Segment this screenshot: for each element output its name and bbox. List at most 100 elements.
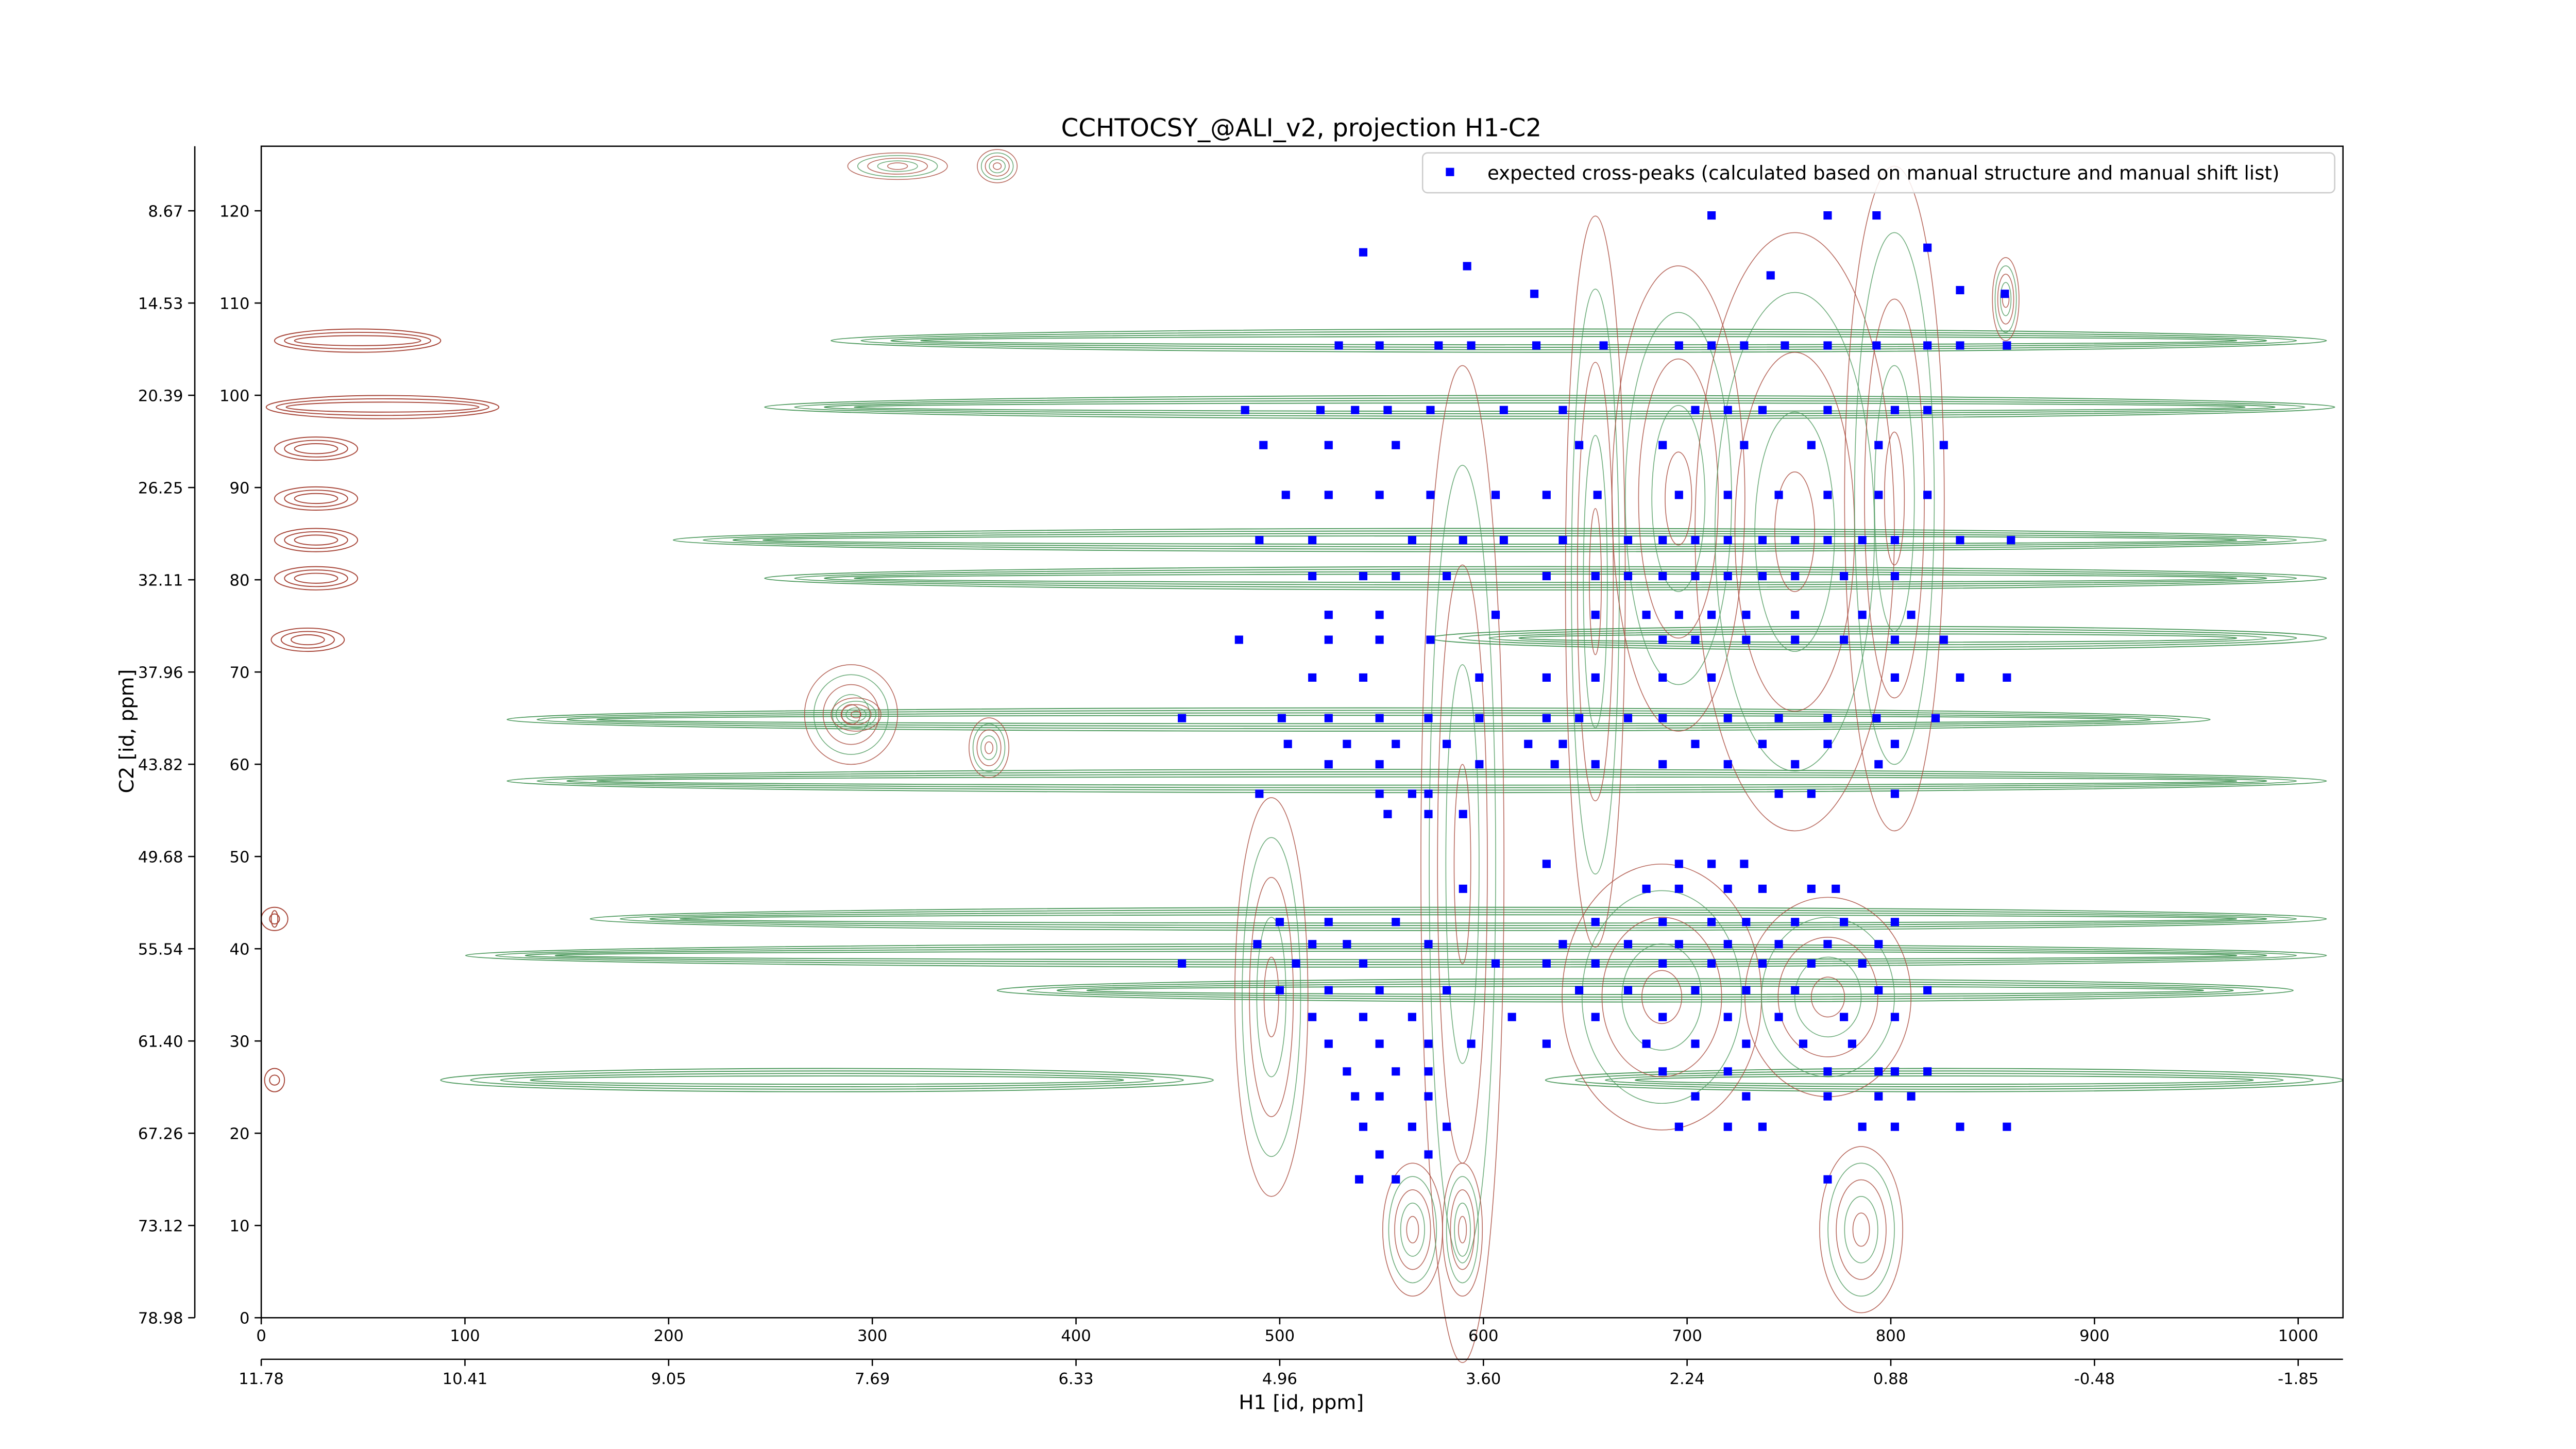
cross-peak [1658,536,1667,545]
cross-peak [1742,635,1751,644]
y2-tick-label: 55.54 [138,940,183,958]
contour [1488,631,2267,646]
x-tick-label: 400 [1061,1327,1091,1345]
contour [269,1074,280,1086]
cross-peak [1383,810,1392,818]
cross-peak [1874,760,1883,769]
contour [470,1070,1184,1090]
cross-peak [1890,635,1899,644]
cross-peak [1591,959,1600,968]
cross-peak [1791,918,1800,926]
contour [920,336,2238,346]
cross-peak [1791,611,1800,619]
plot-frame [260,145,2344,1319]
cross-peak [1275,918,1284,926]
cross-peak [1408,1013,1416,1021]
contour [993,162,1002,170]
cross-peak [1674,341,1683,350]
contour [291,634,325,646]
cross-peak [1766,271,1775,280]
cross-peak [1890,1067,1899,1076]
contour [554,951,2238,961]
cross-peak [1840,635,1849,644]
cross-peak [1426,491,1435,499]
cross-peak [1707,959,1716,968]
y2-tick-label: 32.11 [138,571,183,589]
cross-peak [1956,673,1964,682]
cross-peak [1758,959,1767,968]
cross-peak [2001,290,2009,298]
contour [1641,970,1683,1024]
cross-peak [1874,1067,1883,1076]
contour [566,773,2267,788]
cross-peak [1408,536,1416,545]
cross-peak [1375,714,1384,722]
cross-peak [1791,986,1800,995]
contour [732,533,2267,547]
contour [989,159,1006,174]
cross-peak [1658,1013,1667,1021]
cross-peak [1255,789,1264,798]
cross-peak [1426,406,1435,414]
y2-tick-label: 20.39 [138,387,183,405]
contour [851,711,862,718]
contour [831,328,2327,353]
cross-peak [1774,940,1783,949]
cross-peak [1742,918,1751,926]
cross-peak [1375,1039,1384,1048]
cross-peak [1575,714,1584,722]
cross-peak [1507,1013,1516,1021]
cross-peak [1459,536,1467,545]
cross-peak [1255,536,1264,545]
contour [284,569,348,587]
cross-peak [1343,940,1351,949]
contour [860,331,2297,350]
cross-peak [1558,940,1567,949]
cross-peak [1324,714,1333,722]
cross-peak [1623,940,1633,949]
cross-peak [1253,940,1262,949]
y2-tick-label: 78.98 [138,1310,183,1328]
contour [294,335,421,346]
cross-peak [1758,884,1767,893]
cross-peak [1443,1122,1451,1131]
cross-peak [1542,1039,1551,1048]
cross-peak [1424,789,1433,798]
cross-peak [1791,635,1800,644]
contour [867,158,928,175]
contour [465,943,2327,968]
cross-peak [1874,441,1883,449]
cross-peak [1723,536,1732,545]
cross-peak [1178,959,1187,968]
contour [1454,1202,1471,1257]
contour [1819,1146,1903,1313]
cross-peak [1723,760,1732,769]
contour [1458,1216,1467,1243]
cross-peak [1475,673,1484,682]
cross-peak [1740,341,1749,350]
contour [524,948,2267,963]
contour [1761,917,1895,1077]
cross-peak [1424,1150,1433,1159]
cross-peak [1591,673,1600,682]
cross-peak [1691,571,1700,581]
cross-peak [1890,739,1899,748]
y2-tick-label: 67.26 [138,1125,183,1143]
cross-peak [1890,789,1899,798]
cross-peak [1691,1039,1700,1048]
cross-peak [1275,986,1284,995]
cross-peak [1424,1067,1433,1076]
legend: expected cross-peaks (calculated based o… [1421,152,2335,194]
cross-peak [1691,406,1700,414]
cross-peak [1791,760,1800,769]
contour [847,152,948,180]
cross-peak [1375,635,1384,644]
contour [1884,431,1905,566]
cross-peak [1858,1122,1867,1131]
contour [1827,1162,1895,1297]
cross-peak [1642,1039,1651,1048]
cross-peak [1907,611,1916,619]
x-tick-label: 0 [256,1327,266,1345]
cross-peak [1424,1092,1433,1101]
